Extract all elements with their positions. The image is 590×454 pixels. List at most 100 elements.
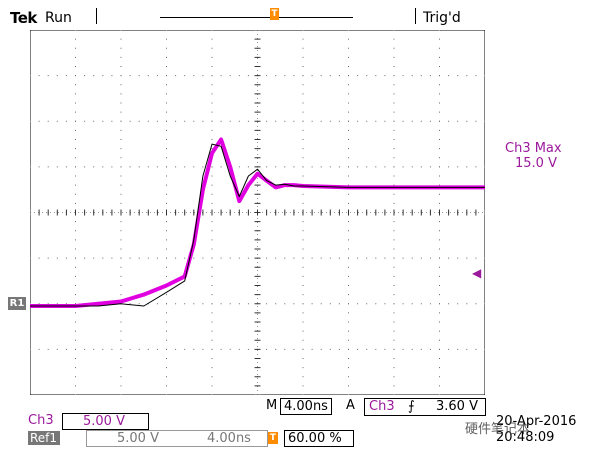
timebase-value[interactable]: 4.00ns [280, 398, 332, 415]
grid-dot [120, 385, 122, 387]
grid-dot [375, 166, 377, 168]
grid-dot [120, 56, 122, 58]
grid-dot [439, 202, 440, 204]
watermark: 硬件笔记本 [465, 422, 531, 437]
grid-dot [193, 75, 195, 77]
grid-dot [384, 75, 386, 77]
grid-dot [184, 303, 186, 305]
grid-dot [348, 275, 349, 277]
grid-dot [166, 66, 167, 67]
grid-dot [247, 75, 249, 77]
grid-dot [166, 376, 167, 378]
grid-dot [202, 257, 204, 259]
grid-dot [75, 367, 76, 369]
grid-dot [393, 376, 395, 378]
grid-dot [293, 120, 295, 122]
grid-dot [357, 303, 359, 305]
grid-dot [166, 166, 167, 168]
grid-dot [357, 257, 359, 259]
grid-dot [30, 257, 31, 259]
grid-dot [393, 385, 395, 387]
grid-dot [138, 166, 140, 168]
grid-dot [120, 157, 122, 159]
grid-dot [393, 321, 395, 323]
grid-dot [166, 157, 167, 159]
grid-dot [120, 285, 122, 286]
grid-dot [75, 257, 76, 259]
grid-dot [302, 221, 304, 223]
trigger-source: Ch3 [369, 399, 395, 414]
grid-dot [320, 303, 322, 305]
grid-dot [120, 221, 122, 223]
grid-dot [348, 330, 349, 332]
grid-dot [166, 394, 167, 395]
grid-dot [111, 348, 113, 350]
ch3-scale[interactable]: 5.00 V [62, 413, 149, 430]
grid-dot [393, 38, 395, 40]
grid-dot [302, 202, 304, 204]
grid-dot [166, 266, 167, 268]
grid-dot [393, 47, 395, 49]
grid-dot [211, 257, 213, 259]
grid-dot [420, 303, 422, 305]
grid-dot [302, 47, 304, 49]
grid-dot [84, 166, 86, 168]
grid-dot [393, 66, 395, 67]
grid-dot [348, 266, 349, 268]
grid-dot [420, 120, 422, 122]
grid-dot [156, 348, 158, 350]
grid-dot [65, 120, 67, 122]
grid-dot [75, 148, 76, 150]
grid-dot [348, 348, 349, 350]
grid-dot [75, 230, 76, 232]
grid-dot [166, 385, 167, 387]
grid-dot [211, 248, 213, 250]
grid-dot [275, 120, 277, 122]
grid-dot [348, 102, 349, 104]
grid-dot [393, 230, 395, 232]
grid-dot [120, 166, 122, 168]
grid-dot [211, 102, 213, 104]
grid-dot [393, 285, 395, 286]
grid-dot [302, 230, 304, 232]
grid-dot [211, 56, 213, 58]
grid-dot [47, 303, 49, 305]
grid-dot [120, 394, 122, 395]
grid-dot [348, 248, 349, 250]
grid-dot [75, 321, 76, 323]
grid-dot [238, 348, 240, 350]
graticule [30, 30, 485, 395]
grid-dot [75, 111, 76, 113]
grid-dot [166, 321, 167, 323]
trigger-readout[interactable]: Ch3 ⨍ 3.60 V [364, 398, 486, 416]
grid-dot [211, 129, 213, 131]
grid-dot [220, 257, 222, 259]
trigger-position[interactable]: 60.00 % [284, 430, 354, 447]
grid-dot [93, 75, 95, 77]
ref1-marker: R1 [8, 297, 26, 310]
grid-dot [275, 303, 277, 305]
grid-dot [302, 321, 304, 323]
grid-dot [348, 285, 349, 286]
grid-dot [439, 84, 440, 86]
grid-dot [75, 202, 76, 204]
grid-dot [439, 139, 440, 140]
grid-dot [439, 30, 440, 31]
grid-dot [247, 303, 249, 305]
grid-dot [166, 30, 167, 31]
grid-dot [38, 303, 40, 305]
grid-dot [75, 376, 76, 378]
grid-dot [120, 175, 122, 177]
grid-dot [56, 75, 58, 77]
grid-dot [402, 166, 404, 168]
grid-dot [120, 184, 122, 186]
grid-dot [439, 120, 440, 122]
grid-dot [138, 75, 140, 77]
grid-dot [175, 166, 177, 168]
grid-dot [211, 47, 213, 49]
grid-dot [166, 93, 167, 95]
grid-dot [211, 303, 213, 305]
time: 20:48:09 [496, 430, 555, 445]
ref1-readout[interactable]: 5.00 V 4.00ns [86, 430, 268, 447]
grid-dot [75, 166, 76, 168]
